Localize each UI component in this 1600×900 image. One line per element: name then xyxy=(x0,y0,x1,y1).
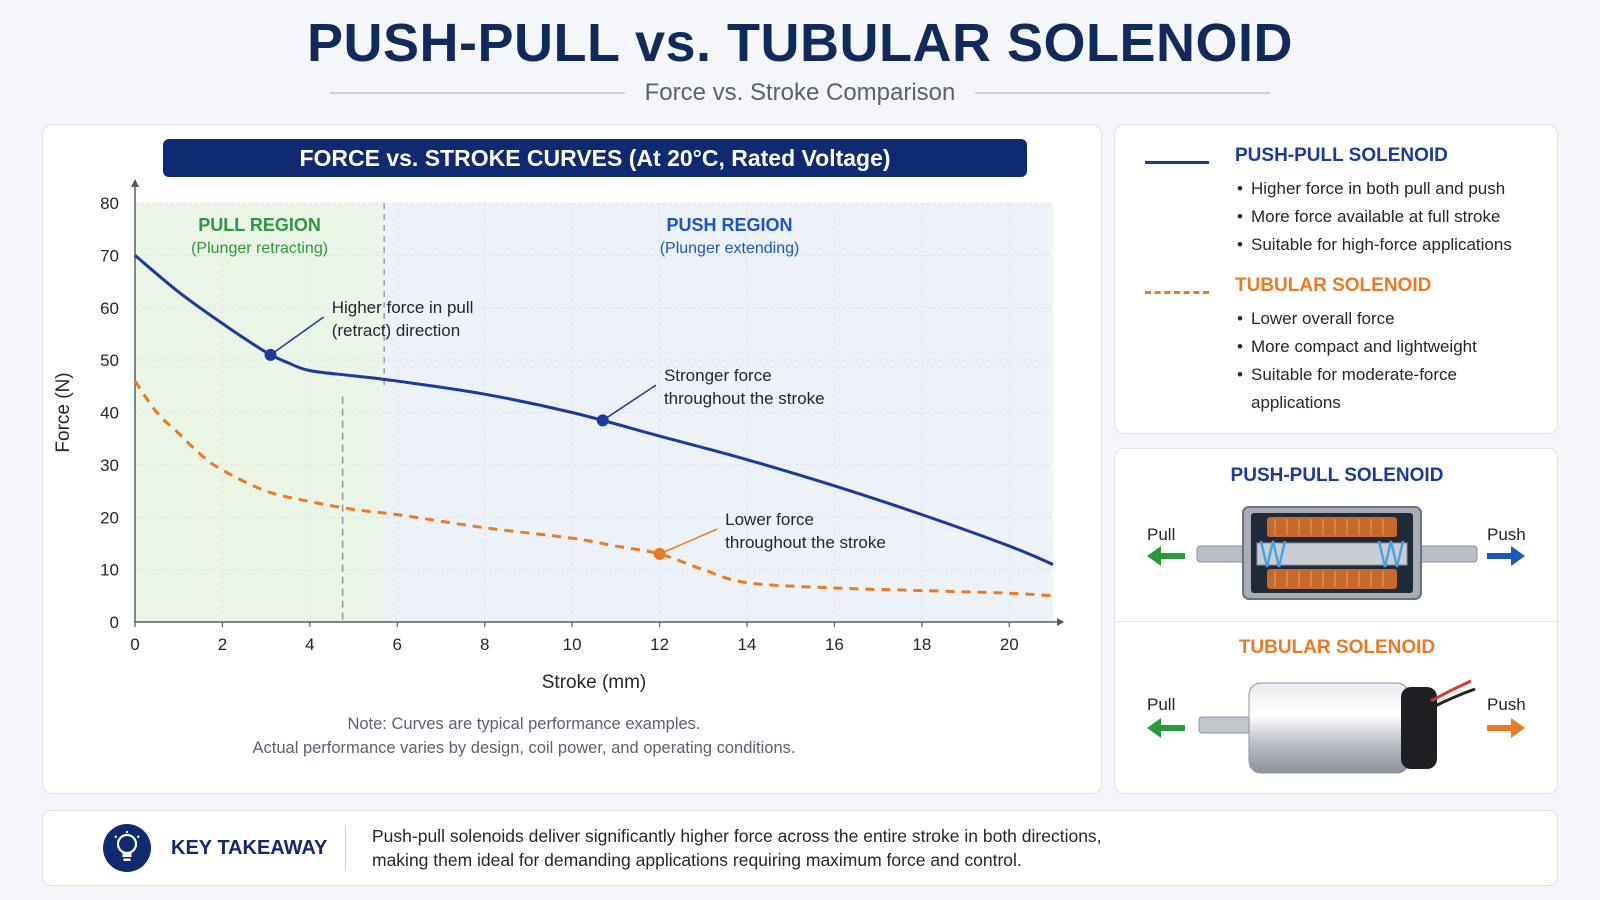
x-tick-label: 10 xyxy=(563,635,582,654)
push-pull-illustration-block: PUSH-PULL SOLENOID Pull Push xyxy=(1115,449,1559,622)
annotation-text-line2: (retract) direction xyxy=(332,321,460,340)
annotation-leader-line xyxy=(659,528,718,555)
x-tick-label: 2 xyxy=(218,635,227,654)
key-takeaway-text: Push-pull solenoids deliver significantl… xyxy=(372,826,1102,870)
tubular-illustration-block: TUBULAR SOLENOID Pull Push xyxy=(1115,621,1559,793)
x-tick-label: 4 xyxy=(305,635,314,654)
pull-label: Pull xyxy=(1147,695,1176,714)
pull-label: Pull xyxy=(1147,525,1176,544)
images-panel: PUSH-PULL SOLENOID Pull Push xyxy=(1114,448,1559,794)
subtitle-rule-right xyxy=(975,92,1270,94)
annotation-text-line1: Higher force in pull xyxy=(332,298,474,317)
legend-bullet: More force available at full stroke xyxy=(1235,203,1535,231)
legend-bullet: Suitable for high-force applications xyxy=(1235,231,1535,259)
legend-bullet: More compact and lightweight xyxy=(1235,333,1535,361)
tubular-solenoid-image xyxy=(1147,679,1525,774)
x-tick-label: 6 xyxy=(393,635,402,654)
push-label: Push xyxy=(1487,525,1526,544)
tubular-illustration-title: TUBULAR SOLENOID xyxy=(1238,637,1436,658)
annotation-leader-line xyxy=(602,384,657,421)
annotation-text-line1: Stronger force xyxy=(664,366,772,385)
x-tick-label: 12 xyxy=(650,635,669,654)
key-takeaway-panel: KEY TAKEAWAY Push-pull solenoids deliver… xyxy=(42,810,1558,886)
pull-arrow-icon xyxy=(1147,546,1185,566)
push-region-note: (Plunger extending) xyxy=(660,240,800,257)
push-pull-illustration-title: PUSH-PULL SOLENOID xyxy=(1230,465,1444,486)
chart-note-line1: Note: Curves are typical performance exa… xyxy=(347,715,700,733)
y-tick-label: 70 xyxy=(100,246,119,265)
illustration-divider xyxy=(1115,621,1559,622)
legend-bullet: Higher force in both pull and push xyxy=(1235,175,1535,203)
pull-region-note: (Plunger retracting) xyxy=(191,240,328,257)
y-tick-label: 20 xyxy=(100,508,119,527)
push-pull-series-line xyxy=(134,254,1054,566)
subtitle-rule-left xyxy=(330,92,625,94)
y-tick-label: 0 xyxy=(110,613,119,632)
y-axis-label: Force (N) xyxy=(53,372,74,452)
annotation-text-line2: throughout the stroke xyxy=(664,389,825,408)
legend-bullet: Suitable for moderate-force applications xyxy=(1235,361,1535,417)
x-tick-label: 16 xyxy=(825,635,844,654)
takeaway-separator xyxy=(345,825,346,871)
y-tick-label: 80 xyxy=(100,194,119,213)
annotation-point xyxy=(264,348,277,361)
y-tick-label: 10 xyxy=(100,561,119,580)
x-axis-arrow xyxy=(1057,618,1064,626)
x-tick-label: 20 xyxy=(1000,635,1019,654)
pull-region-label: PULL REGION xyxy=(198,215,321,235)
pull-arrow-icon xyxy=(1147,718,1185,738)
y-tick-label: 30 xyxy=(100,456,119,475)
push-region-label: PUSH REGION xyxy=(666,215,792,235)
legend-bullets-push-pull: Higher force in both pull and push More … xyxy=(1235,175,1535,259)
x-axis-label: Stroke (mm) xyxy=(542,672,647,693)
chart-note-line2: Actual performance varies by design, coi… xyxy=(253,739,796,757)
x-tick-label: 0 xyxy=(130,635,139,654)
annotation-point xyxy=(596,414,609,427)
subtitle-row: Force vs. Stroke Comparison xyxy=(330,78,1270,108)
y-axis-arrow xyxy=(131,179,139,187)
annotation-point xyxy=(653,547,666,560)
annotation-text-line1: Lower force xyxy=(725,510,814,529)
page-title: PUSH-PULL vs. TUBULAR SOLENOID xyxy=(306,13,1294,73)
lightbulb-icon xyxy=(103,824,151,872)
legend-bullet: Lower overall force xyxy=(1235,305,1535,333)
annotation-leader-line xyxy=(270,316,325,356)
legend-bullets-tubular: Lower overall force More compact and lig… xyxy=(1235,305,1535,417)
legend-line-push-pull xyxy=(1145,161,1209,164)
x-tick-label: 14 xyxy=(738,635,757,654)
push-arrow-icon xyxy=(1487,718,1525,738)
legend-name-push-pull: PUSH-PULL SOLENOID xyxy=(1235,145,1448,166)
chart-title: FORCE vs. STROKE CURVES (At 20°C, Rated … xyxy=(163,139,1027,177)
page-subtitle: Force vs. Stroke Comparison xyxy=(644,79,956,106)
tubular-series-line xyxy=(133,380,1054,598)
annotation-text-line2: throughout the stroke xyxy=(725,533,886,552)
legend-panel: PUSH-PULL SOLENOID Higher force in both … xyxy=(1114,124,1558,434)
y-tick-label: 50 xyxy=(100,351,119,370)
push-arrow-icon xyxy=(1487,546,1525,566)
x-tick-label: 18 xyxy=(912,635,931,654)
key-takeaway-title: KEY TAKEAWAY xyxy=(171,836,328,859)
push-pull-solenoid-image xyxy=(1147,506,1525,600)
legend-name-tubular: TUBULAR SOLENOID xyxy=(1235,275,1432,296)
y-tick-label: 40 xyxy=(100,404,119,423)
chart-panel: 0 10 20 30 40 50 60 70 80 0 2 4 6 8 10 12 14 16 18 20 Stroke… xyxy=(42,124,1102,794)
push-label: Push xyxy=(1487,695,1526,714)
x-tick-label: 8 xyxy=(480,635,489,654)
legend-line-tubular xyxy=(1145,291,1209,294)
y-tick-label: 60 xyxy=(100,299,119,318)
force-stroke-chart: 0 10 20 30 40 50 60 70 80 0 2 4 6 8 10 12 14 16 18 20 Stroke… xyxy=(53,179,1064,757)
